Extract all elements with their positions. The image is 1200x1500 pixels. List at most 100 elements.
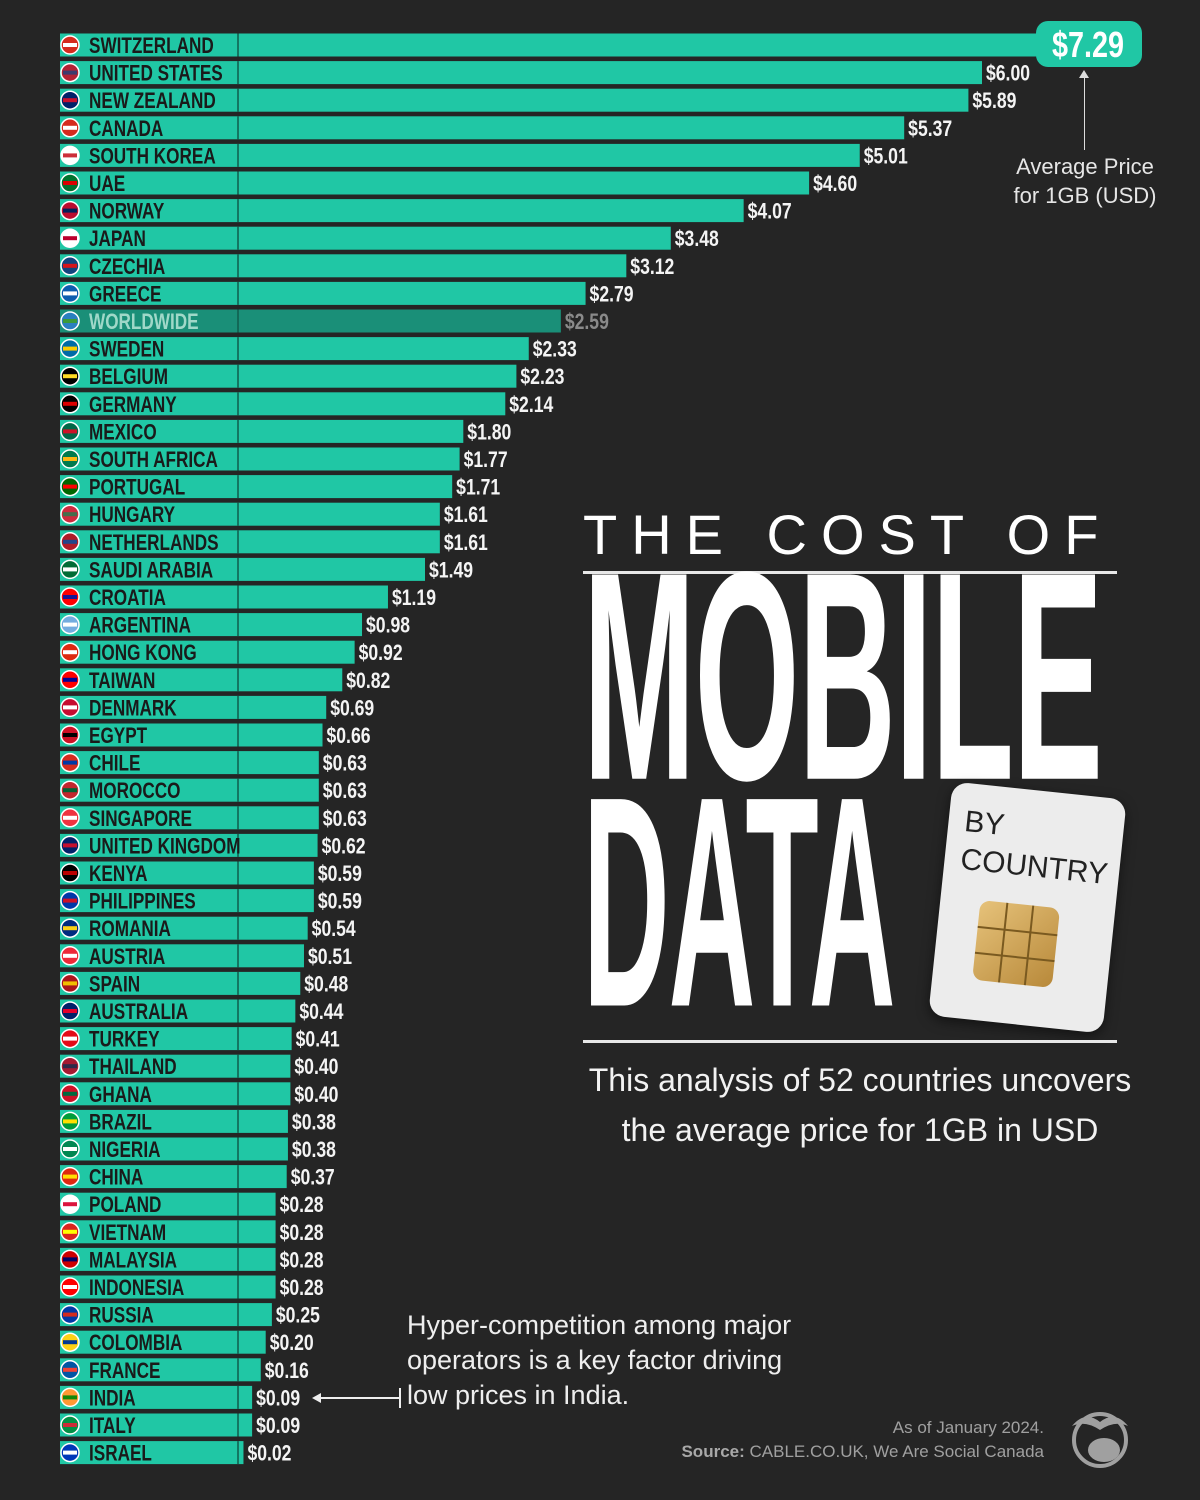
legend-pointer-line xyxy=(1084,72,1085,150)
bar-row: GHANA $0.40 xyxy=(60,1082,338,1107)
bar xyxy=(60,1220,276,1244)
bar-row: CANADA $5.37 xyxy=(60,116,952,141)
country-label: NEW ZEALAND xyxy=(89,89,216,114)
country-label: COLOMBIA xyxy=(89,1331,182,1356)
country-label: INDONESIA xyxy=(89,1276,184,1301)
country-label: MOROCCO xyxy=(89,779,180,804)
bar xyxy=(60,364,517,388)
subtitle: This analysis of 52 countries uncovers t… xyxy=(550,1055,1170,1155)
bar-row: NETHERLANDS $1.61 xyxy=(60,530,488,555)
value-label: $0.44 xyxy=(299,1000,343,1024)
country-label: PORTUGAL xyxy=(89,476,185,501)
flag-icon-stripe xyxy=(63,871,77,875)
value-label: $0.41 xyxy=(296,1028,340,1052)
bar-row: AUSTRALIA $0.44 xyxy=(60,999,343,1025)
date-note: As of January 2024. xyxy=(892,1418,1044,1437)
country-label: HUNGARY xyxy=(89,503,175,528)
bar xyxy=(60,1137,288,1161)
bar-row: SOUTH KOREA $5.01 xyxy=(60,143,908,169)
value-label: $7.29 xyxy=(1052,24,1124,65)
value-label: $0.20 xyxy=(270,1331,314,1355)
value-label: $0.62 xyxy=(322,835,366,859)
bar-row: COLOMBIA $0.20 xyxy=(60,1330,314,1356)
flag-icon-stripe xyxy=(63,567,77,572)
country-label: MEXICO xyxy=(89,420,157,445)
country-label: CROATIA xyxy=(89,586,166,611)
country-label: DENMARK xyxy=(89,696,177,721)
flag-icon-stripe xyxy=(63,650,77,655)
bar-row: POLAND $0.28 xyxy=(60,1192,324,1218)
value-legend: Average Price for 1GB (USD) xyxy=(1000,152,1170,210)
country-label: TAIWAN xyxy=(89,669,155,694)
value-label: $0.40 xyxy=(294,1083,338,1107)
bar xyxy=(60,392,506,416)
bar-row: PORTUGAL $1.71 xyxy=(60,475,500,500)
value-label: $5.01 xyxy=(864,145,908,169)
bar-row: MOROCCO $0.63 xyxy=(60,778,367,804)
bar xyxy=(60,1082,291,1106)
bar xyxy=(60,419,464,443)
bar xyxy=(60,557,426,581)
source-note: Source: CABLE.CO.UK, We Are Social Canad… xyxy=(681,1442,1044,1462)
country-label: PHILIPPINES xyxy=(89,890,196,915)
bar-row: CHILE $0.63 xyxy=(60,751,367,776)
value-label: $2.33 xyxy=(533,338,577,362)
flag-icon-stripe xyxy=(63,291,77,296)
bar-row: AUSTRIA $0.51 xyxy=(60,944,352,969)
bar xyxy=(60,861,314,885)
flag-icon-stripe xyxy=(63,70,77,75)
country-label: INDIA xyxy=(89,1386,136,1411)
flag-icon-stripe xyxy=(63,43,77,47)
bar xyxy=(60,530,440,554)
bar-row: CZECHIA $3.12 xyxy=(60,254,674,279)
value-label: $0.38 xyxy=(292,1111,336,1135)
title-line-2: MOBILE xyxy=(583,510,1103,843)
bar xyxy=(60,502,440,526)
country-label: AUSTRALIA xyxy=(89,1000,188,1025)
value-label: $0.25 xyxy=(276,1304,320,1328)
flag-icon-stripe xyxy=(63,539,77,544)
title-line-1: THE COST OF xyxy=(583,503,1113,566)
country-label: AUSTRIA xyxy=(89,945,165,970)
bar xyxy=(60,1303,272,1327)
source-text: CABLE.CO.UK, We Are Social Canada xyxy=(749,1442,1045,1461)
country-label: KENYA xyxy=(89,862,147,887)
bar-row: HUNGARY $1.61 xyxy=(60,502,488,528)
country-label: MALAYSIA xyxy=(89,1248,177,1273)
flag-icon-stripe xyxy=(63,1147,77,1151)
bar xyxy=(60,1054,291,1078)
flag-icon-stripe xyxy=(63,1091,77,1096)
country-label: SOUTH AFRICA xyxy=(89,448,218,473)
sim-chip-icon xyxy=(972,900,1061,988)
bar-row: TAIWAN $0.82 xyxy=(60,668,390,693)
flag-icon-stripe xyxy=(63,1340,77,1345)
country-label: ROMANIA xyxy=(89,917,171,942)
country-label: CZECHIA xyxy=(89,255,165,280)
country-label: POLAND xyxy=(89,1193,161,1218)
country-label: VIETNAM xyxy=(89,1221,166,1246)
flag-icon-stripe xyxy=(63,457,77,461)
bar xyxy=(60,640,355,664)
bar-row: FRANCE $0.16 xyxy=(60,1358,309,1383)
bar-row: THAILAND $0.40 xyxy=(60,1054,338,1080)
flag-icon-stripe xyxy=(63,677,77,682)
flag-icon-stripe xyxy=(63,512,77,517)
flag-icon-stripe xyxy=(63,898,77,903)
flag-icon-stripe xyxy=(63,263,77,268)
bar-row: MEXICO $1.80 xyxy=(60,419,511,445)
bar-row: WORLDWIDE $2.59 xyxy=(60,309,609,335)
bar-row: SAUDI ARABIA $1.49 xyxy=(60,557,473,583)
value-label: $1.49 xyxy=(429,559,473,583)
bar-row: INDONESIA $0.28 xyxy=(60,1275,324,1301)
title-line-3: DATA xyxy=(583,735,895,1071)
bar-row: HONG KONG $0.92 xyxy=(60,640,403,666)
value-label: $0.63 xyxy=(323,807,367,831)
bar xyxy=(60,1109,288,1133)
bar xyxy=(60,1247,276,1271)
country-label: JAPAN xyxy=(89,227,146,252)
value-label: $1.77 xyxy=(464,448,508,472)
bar-row: GREECE $2.79 xyxy=(60,281,634,307)
bar-row: TURKEY $0.41 xyxy=(60,1027,340,1052)
bar xyxy=(60,971,301,995)
flag-icon-stripe xyxy=(63,429,77,434)
